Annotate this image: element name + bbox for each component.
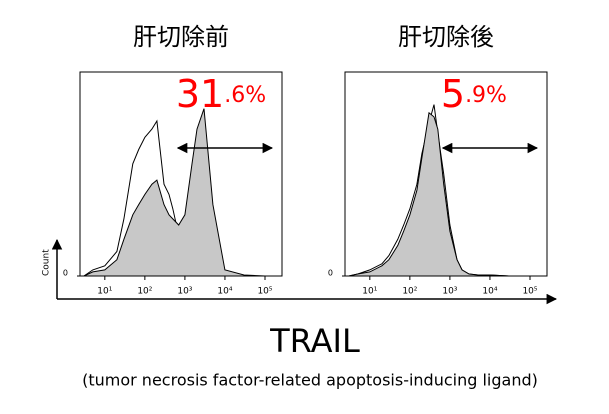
percent-rest: .9% [465, 83, 507, 108]
x-tick-label: 10¹ [362, 287, 377, 297]
x-tick-label: 10³ [442, 287, 457, 297]
panel-title: 肝切除後 [398, 23, 494, 51]
x-tick-label: 10³ [177, 287, 192, 297]
panel-title: 肝切除前 [133, 23, 229, 51]
x-tick-label: 10² [137, 287, 152, 297]
x-tick-label: 10⁵ [522, 287, 537, 297]
plot-frame [344, 71, 548, 277]
percent-integer: 31 [176, 72, 224, 116]
x-axis-title: TRAIL [269, 322, 360, 360]
x-tick-label: 10⁴ [482, 287, 497, 297]
histogram-curve [83, 108, 281, 277]
y-tick-label: 0 [328, 269, 333, 278]
percent-rest: .6% [224, 83, 266, 108]
x-tick-label: 10⁴ [217, 287, 232, 297]
y-tick-label: 0 [63, 269, 68, 278]
percent-label: 5.9% [441, 72, 507, 116]
x-tick-label: 10⁵ [257, 287, 272, 297]
x-tick-label: 10² [402, 287, 417, 297]
histogram-curve [348, 111, 546, 277]
percent-integer: 5 [441, 72, 465, 116]
percent-label: 31.6% [176, 72, 266, 116]
x-tick-label: 10¹ [97, 287, 112, 297]
plot-frame [79, 71, 283, 277]
subtitle: (tumor necrosis factor-related apoptosis… [82, 371, 538, 390]
y-axis-title: Count [42, 249, 52, 276]
